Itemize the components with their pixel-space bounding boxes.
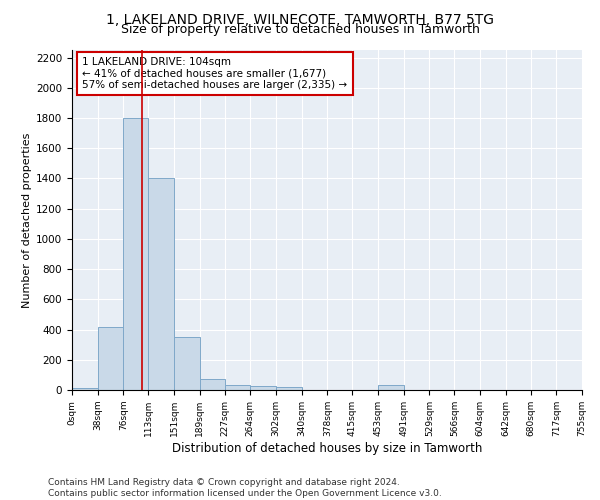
Bar — [200, 378, 226, 390]
Bar — [124, 118, 148, 390]
Bar — [148, 178, 174, 390]
Bar — [72, 388, 98, 390]
Bar — [250, 386, 276, 390]
Bar — [98, 326, 124, 390]
Bar — [174, 337, 200, 390]
Text: Contains HM Land Registry data © Crown copyright and database right 2024.
Contai: Contains HM Land Registry data © Crown c… — [48, 478, 442, 498]
Y-axis label: Number of detached properties: Number of detached properties — [22, 132, 32, 308]
Bar — [276, 387, 302, 390]
Bar — [378, 386, 404, 390]
Text: Size of property relative to detached houses in Tamworth: Size of property relative to detached ho… — [121, 22, 479, 36]
Bar — [226, 386, 250, 390]
Text: 1, LAKELAND DRIVE, WILNECOTE, TAMWORTH, B77 5TG: 1, LAKELAND DRIVE, WILNECOTE, TAMWORTH, … — [106, 12, 494, 26]
X-axis label: Distribution of detached houses by size in Tamworth: Distribution of detached houses by size … — [172, 442, 482, 454]
Text: 1 LAKELAND DRIVE: 104sqm
← 41% of detached houses are smaller (1,677)
57% of sem: 1 LAKELAND DRIVE: 104sqm ← 41% of detach… — [82, 57, 347, 90]
